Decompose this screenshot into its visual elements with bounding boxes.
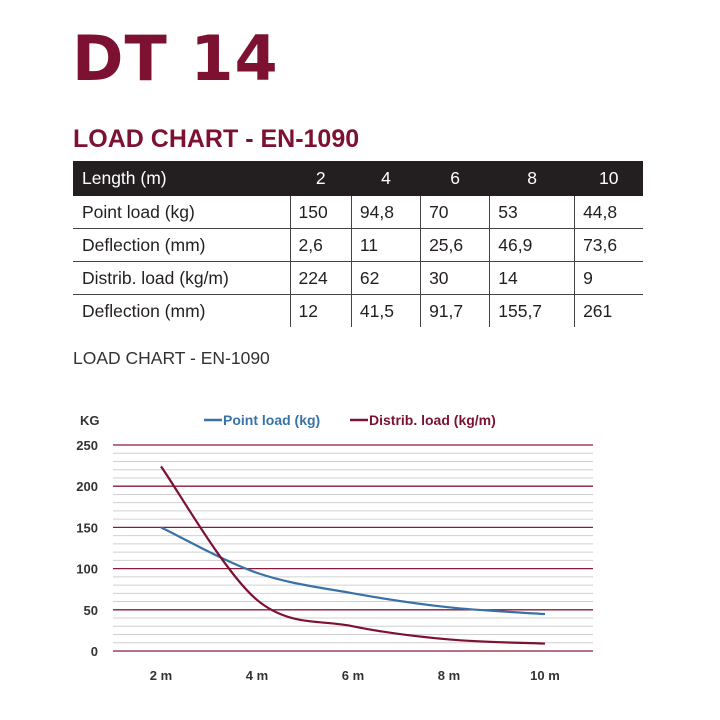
table-cell: 9 (574, 261, 643, 295)
table-cell: 155,7 (489, 294, 575, 327)
legend-label: Distrib. load (kg/m) (369, 412, 496, 428)
table-cell: 14 (489, 261, 575, 295)
table-cell: 44,8 (574, 196, 643, 229)
table-heading: LOAD CHART - EN-1090 (73, 125, 360, 153)
table-cell: 224 (289, 261, 352, 295)
table-row: Point load (kg) 150 94,8 70 53 44,8 (73, 196, 643, 229)
table-cell: 46,9 (489, 228, 575, 262)
table-cell: 53 (489, 196, 575, 229)
series-line-1 (160, 465, 546, 645)
table-cell: 73,6 (574, 228, 643, 262)
x-tick-label: 6 m (342, 668, 364, 683)
y-tick-label: 200 (76, 479, 98, 494)
header-length: 6 (420, 161, 490, 196)
chart-subtitle: LOAD CHART - EN-1090 (73, 348, 270, 368)
table-cell: 94,8 (350, 196, 421, 229)
table-row: Deflection (mm) 12 41,5 91,7 155,7 261 (73, 294, 643, 327)
table-cell: 2,6 (289, 228, 352, 262)
x-tick-label: 2 m (150, 668, 172, 683)
table-cell: 12 (289, 294, 352, 327)
y-tick-label: 150 (76, 520, 98, 535)
table-row: Distrib. load (kg/m) 224 62 30 14 9 (73, 261, 643, 295)
product-title: DT 14 (72, 22, 279, 95)
header-length: 8 (489, 161, 575, 196)
y-axis-label: KG (80, 413, 100, 428)
row-label: Point load (kg) (82, 201, 195, 222)
table-cell: 41,5 (350, 294, 421, 327)
table-cell: 25,6 (420, 228, 490, 262)
table-cell: 261 (574, 294, 643, 327)
table-cell: 62 (350, 261, 421, 295)
header-length: 2 (290, 161, 352, 196)
header-length: 10 (574, 161, 643, 196)
y-tick-label: 250 (76, 438, 98, 453)
legend-item: Point load (kg) (204, 412, 320, 428)
legend-label: Point load (kg) (223, 412, 320, 428)
row-label: Distrib. load (kg/m) (73, 261, 290, 295)
row-label: Deflection (mm) (73, 294, 290, 327)
y-tick-label: 0 (91, 644, 98, 659)
load-table: Length (m) 2 4 6 8 10 Point load (kg) 150 94,8 7… (73, 161, 643, 327)
load-chart: 0 50 100 150 200 250 2 m 4 m 6 m 8 m 10 m KG Point l… (76, 412, 593, 683)
table-header-row: Length (m) 2 4 6 8 10 (73, 161, 643, 196)
table-cell: 150 (289, 196, 352, 229)
table-cell: 91,7 (420, 294, 490, 327)
x-tick-label: 8 m (438, 668, 460, 683)
x-tick-label: 10 m (530, 668, 560, 683)
table-row: Deflection (mm) 2,6 11 25,6 46,9 73,6 (73, 228, 643, 262)
table-cell: 11 (350, 228, 421, 262)
y-tick-label: 100 (76, 562, 98, 577)
x-tick-label: 4 m (246, 668, 268, 683)
header-label: Length (m) (73, 161, 290, 196)
row-label: Deflection (mm) (73, 228, 290, 262)
y-tick-label: 50 (84, 603, 98, 618)
header-length: 4 (351, 161, 421, 196)
table-cell: 70 (420, 196, 490, 229)
table-cell: 30 (420, 261, 490, 295)
legend-item: Distrib. load (kg/m) (350, 412, 496, 428)
